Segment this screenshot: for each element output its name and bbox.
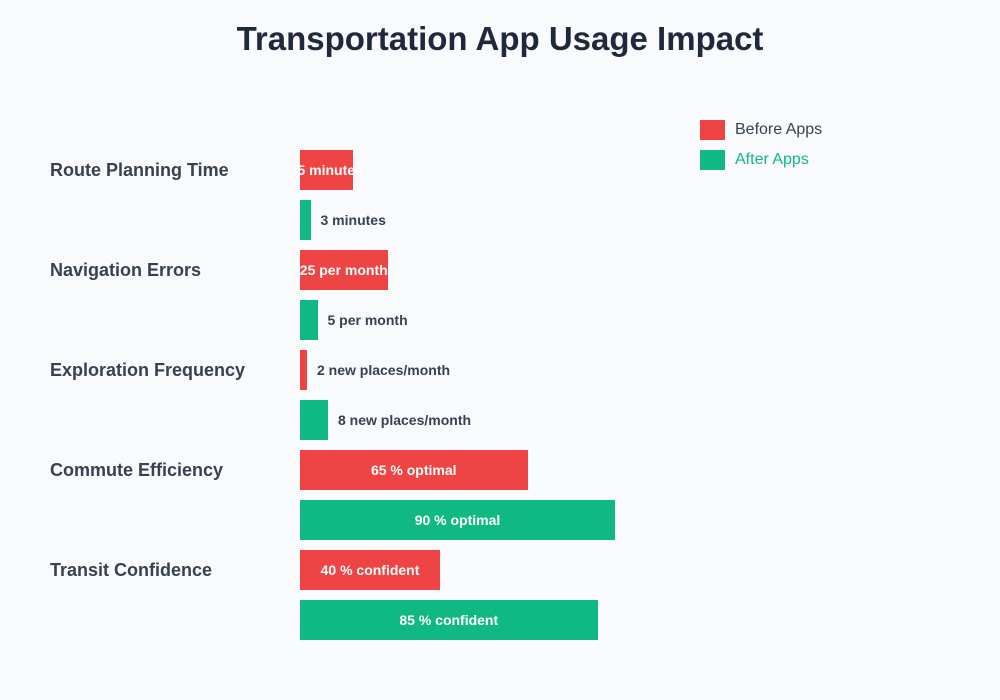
bar-value-label: 15 minutes bbox=[289, 162, 363, 178]
bar-value-label: 3 minutes bbox=[320, 212, 386, 228]
bar-value-label: 25 per month bbox=[299, 262, 388, 278]
bar-value-label: 2 new places/month bbox=[317, 362, 451, 378]
bar-value-label: 85 % confident bbox=[399, 612, 499, 628]
category-label: Route Planning Time bbox=[50, 160, 229, 180]
bar-before bbox=[300, 450, 528, 490]
category-label: Navigation Errors bbox=[50, 260, 202, 280]
legend-item-before: Before Apps bbox=[700, 120, 822, 140]
category-label: Transit Confidence bbox=[50, 560, 213, 580]
category-label: Exploration Frequency bbox=[50, 360, 246, 380]
bar-value-label: 8 new places/month bbox=[338, 412, 472, 428]
bar-after bbox=[300, 500, 615, 540]
bar-after bbox=[300, 600, 598, 640]
bar-after bbox=[300, 200, 311, 240]
chart-title: Transportation App Usage Impact bbox=[236, 20, 764, 57]
bar-before bbox=[300, 150, 353, 190]
bar-value-label: 5 per month bbox=[327, 312, 408, 328]
legend-item-after: After Apps bbox=[700, 150, 822, 170]
legend-swatch-before bbox=[700, 120, 725, 140]
legend-label-before: Before Apps bbox=[735, 121, 823, 138]
bar-value-label: 40 % confident bbox=[320, 562, 420, 578]
category-label: Commute Efficiency bbox=[50, 460, 224, 480]
bar-after bbox=[300, 400, 328, 440]
legend-label-after: After Apps bbox=[735, 151, 809, 168]
bar-value-label: 90 % optimal bbox=[414, 512, 501, 528]
legend-swatch-after bbox=[700, 150, 725, 170]
bar-before bbox=[300, 250, 388, 290]
bar-before bbox=[300, 550, 440, 590]
bar-value-label: 65 % optimal bbox=[370, 462, 457, 478]
bar-before bbox=[300, 350, 307, 390]
legend: Before Apps After Apps bbox=[700, 120, 822, 180]
bar-after bbox=[300, 300, 318, 340]
